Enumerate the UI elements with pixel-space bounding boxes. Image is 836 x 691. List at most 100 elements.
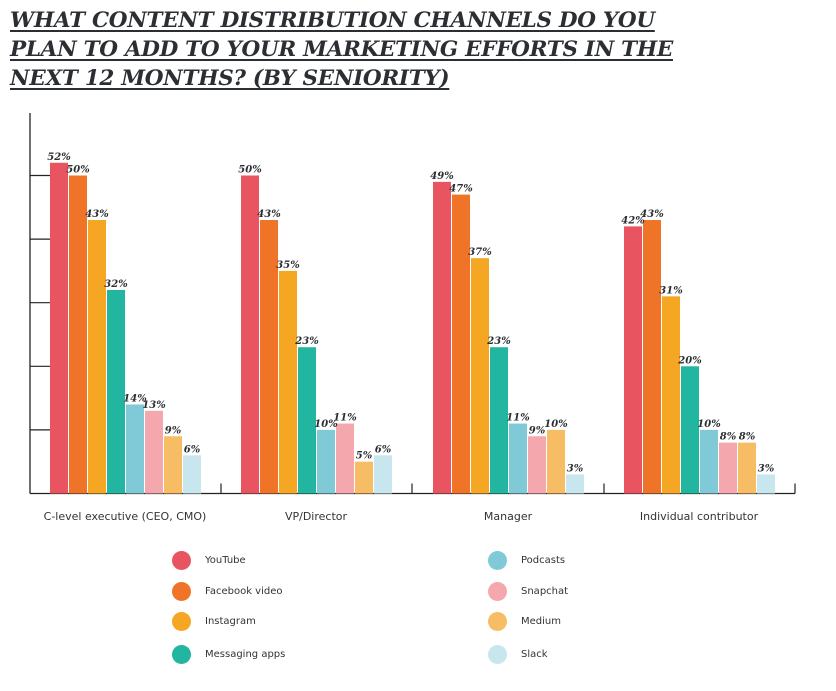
value-label: 13% [142,400,166,411]
legend-swatch [488,644,507,664]
value-label: 43% [640,209,664,220]
value-label: 52% [47,152,71,163]
legend-swatch [172,611,191,631]
value-label: 11% [333,413,357,424]
bar-snapchat [528,436,546,494]
legend-label: Slack [521,648,548,660]
chart-title-line: WHAT CONTENT DISTRIBUTION CHANNELS DO YO… [10,8,655,33]
legend-label: YouTube [205,554,246,566]
legend-label: Facebook video [205,585,283,597]
value-label: 32% [104,279,128,290]
legend-label: Snapchat [521,585,569,597]
bar-snapchat [719,442,737,494]
bar-snapchat [145,410,163,494]
bar-facebook-video [452,194,470,494]
chart-title-line: PLAN TO ADD TO YOUR MARKETING EFFORTS IN… [10,37,673,62]
bar-facebook-video [69,175,87,494]
category-label: Individual contributor [640,510,759,523]
bar-snapchat [336,423,354,494]
chart-value-labels: 52%50%43%32%14%13%9%6%50%43%35%23%10%11%… [47,152,774,475]
legend-item: Podcasts [488,550,565,570]
chart-title: WHAT CONTENT DISTRIBUTION CHANNELS DO YO… [10,6,673,93]
legend-label: Instagram [205,615,256,627]
bar-messaging-apps [490,347,508,494]
bar-podcasts [509,423,527,494]
value-label: 23% [486,336,511,347]
bar-instagram [88,220,106,494]
legend-label: Podcasts [521,554,566,566]
legend-item: Snapchat [488,581,568,601]
legend-item: Instagram [172,611,256,631]
chart-category-labels: C-level executive (CEO, CMO) VP/Director M… [44,510,759,523]
bar-chart: 52%50%43%32%14%13%9%6%50%43%35%23%10%11%… [29,113,796,523]
legend-item: Facebook video [172,581,282,601]
value-label: 50% [238,165,262,176]
bar-messaging-apps [107,289,125,494]
bar-slack [374,455,392,494]
bar-instagram [279,270,297,494]
bar-instagram [471,258,489,494]
chart-title-line: NEXT 12 MONTHS? (BY SENIORITY) [10,66,450,91]
value-label: 6% [375,444,392,455]
value-label: 10% [544,419,568,430]
value-label: 10% [697,419,721,430]
bar-slack [183,455,201,494]
category-label: C-level executive (CEO, CMO) [44,510,207,523]
value-label: 10% [314,419,338,430]
bar-podcasts [126,404,144,494]
value-label: 3% [758,463,775,474]
bar-podcasts [700,429,718,494]
value-label: 23% [294,336,319,347]
chart-bars [50,162,775,494]
bar-facebook-video [643,220,661,494]
value-label: 47% [449,184,473,195]
legend-item: Medium [488,611,561,631]
bar-slack [757,474,775,494]
value-label: 42% [621,215,645,226]
legend-item: Slack [488,644,548,664]
value-label: 20% [677,355,702,366]
value-label: 11% [506,413,530,424]
value-label: 43% [85,209,109,220]
bar-messaging-apps [681,366,699,494]
value-label: 49% [430,171,454,182]
legend-swatch [172,644,191,664]
chart-axes [29,113,796,495]
bar-facebook-video [260,220,278,494]
bar-medium [355,461,373,494]
value-label: 9% [529,425,546,436]
bar-youtube [50,162,68,494]
value-label: 8% [739,432,756,443]
legend-label: Messaging apps [205,648,286,660]
legend-item: Messaging apps [172,644,285,664]
value-label: 8% [720,432,737,443]
bar-slack [566,474,584,494]
value-label: 14% [123,393,147,404]
legend-swatch [172,581,191,601]
legend-label: Medium [521,615,561,627]
bar-medium [547,429,565,494]
value-label: 5% [356,451,373,462]
value-label: 3% [567,463,584,474]
legend-swatch [488,550,507,570]
bar-podcasts [317,429,335,494]
category-label: VP/Director [285,510,348,523]
legend-swatch [488,581,507,601]
bar-youtube [624,226,642,494]
value-label: 31% [659,285,683,296]
bar-medium [164,436,182,494]
bar-youtube [433,181,451,494]
category-label: Manager [484,510,533,523]
value-label: 50% [66,165,90,176]
value-label: 37% [468,247,492,258]
bar-instagram [662,296,680,494]
legend-item: YouTube [172,550,246,570]
bar-youtube [241,175,259,494]
legend-swatch [172,550,191,570]
legend-swatch [488,611,507,631]
bar-medium [738,442,756,494]
value-label: 9% [165,425,182,436]
bar-messaging-apps [298,347,316,494]
value-label: 43% [257,209,281,220]
value-label: 35% [276,260,300,271]
